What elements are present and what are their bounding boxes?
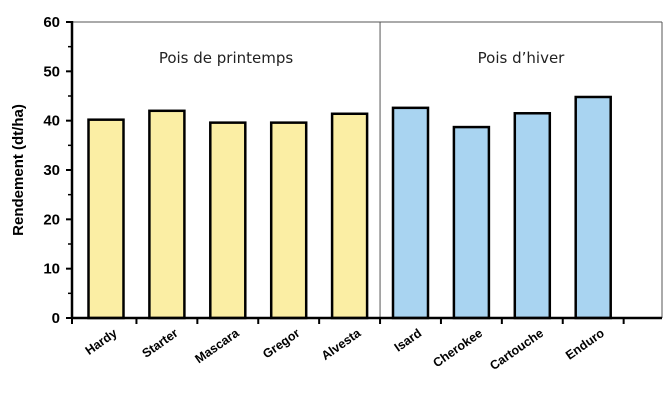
- y-tick-label: 40: [43, 113, 60, 130]
- x-tick-label: Mascara: [192, 325, 242, 366]
- y-tick-label: 50: [43, 63, 60, 80]
- bar-alvesta: [330, 112, 369, 320]
- x-tick-label: Gregor: [260, 326, 302, 361]
- bar-enduro: [574, 95, 612, 320]
- group-label-winter: Pois d’hiver: [478, 49, 566, 67]
- bar-isard: [391, 106, 430, 320]
- y-axis-title: Rendement (dt/ha): [10, 104, 27, 236]
- bar-starter: [148, 109, 186, 320]
- y-tick-label: 0: [52, 310, 60, 327]
- x-tick-label: Enduro: [563, 326, 607, 363]
- x-tick-label: Hardy: [83, 326, 120, 358]
- y-tick-label: 10: [43, 261, 60, 278]
- y-tick-label: 20: [43, 211, 60, 228]
- x-tick-label: Cherokee: [430, 326, 485, 370]
- x-tick-label: Cartouche: [487, 326, 546, 373]
- bar-gregor: [269, 121, 308, 320]
- bar-mascara: [209, 121, 247, 320]
- x-tick-label: Isard: [392, 326, 425, 355]
- x-tick-label: Alvesta: [319, 325, 364, 363]
- y-tick-label: 30: [43, 162, 60, 179]
- bar-hardy: [87, 118, 125, 320]
- x-tick-label: Starter: [140, 326, 181, 361]
- bar-cartouche: [513, 112, 552, 320]
- y-tick-label: 60: [43, 14, 60, 31]
- bar-cherokee: [452, 125, 491, 320]
- group-label-spring: Pois de printemps: [159, 49, 294, 67]
